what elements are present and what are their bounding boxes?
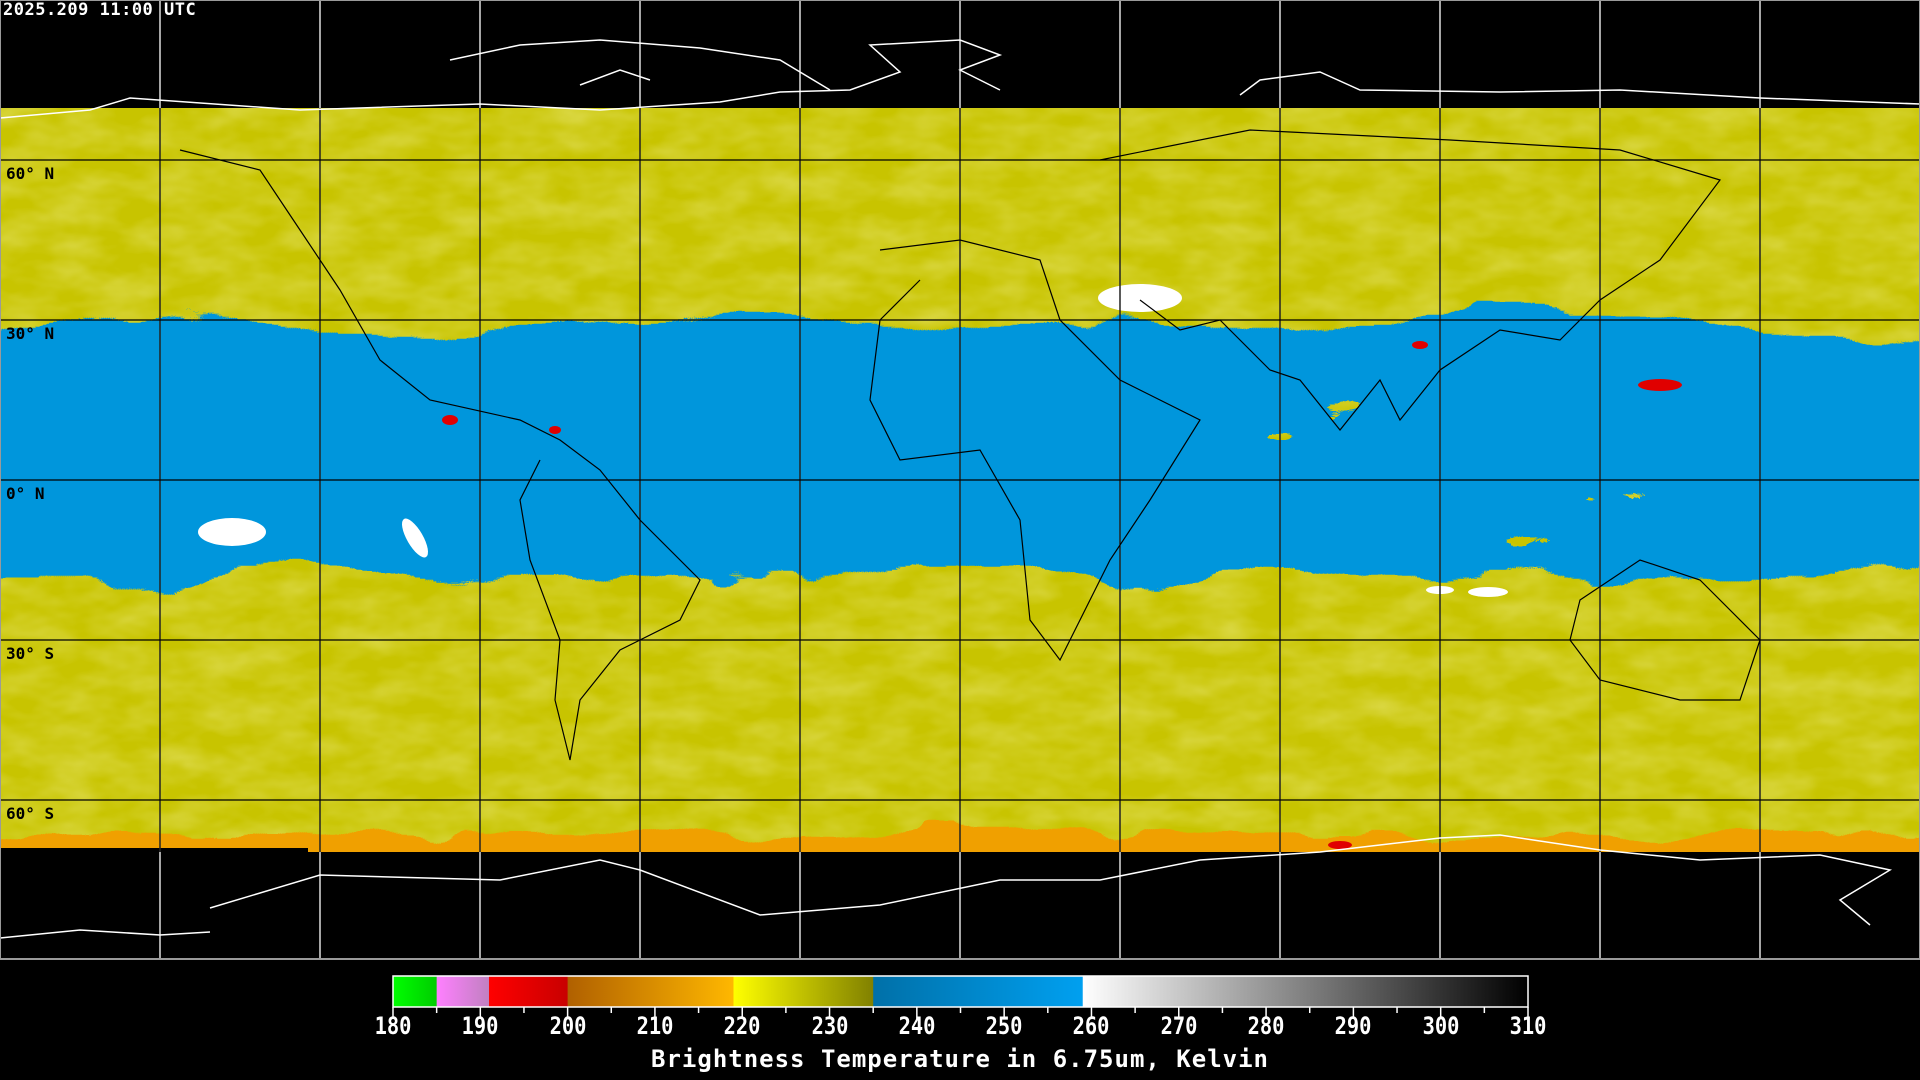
graticule: [0, 108, 1920, 852]
continent-coastlines: [179, 129, 1761, 761]
colorbar-tick-label: 230: [811, 1012, 848, 1040]
colorbar-tick-label: 210: [636, 1012, 674, 1040]
colorbar-tick-label: 200: [549, 1012, 587, 1040]
colorbar-tick-label: 300: [1422, 1012, 1460, 1040]
colorbar-tick-label: 280: [1247, 1012, 1285, 1040]
dry-warm-regions: [198, 284, 1508, 597]
lat-label-0n: 0° N: [6, 484, 45, 503]
colorbar-tick-label: 190: [461, 1012, 499, 1040]
colorbar-segment: [436, 976, 490, 1007]
timestamp: 2025.209 11:00 UTC: [3, 0, 197, 20]
colorbar-segment: [873, 976, 1084, 1007]
colorbar-title: Brightness Temperature in 6.75um, Kelvin: [651, 1045, 1269, 1073]
lat-label-60n: 60° N: [6, 164, 55, 183]
colorbar-segment: [1082, 976, 1529, 1007]
colorbar-segment: [393, 976, 438, 1007]
satellite-map: 2025.209 11:00 UTC 60° N 30° N 0° N 30° …: [0, 0, 1920, 960]
colorbar-legend: 180 190 200 210 220 230 240 250 260 270 280 290 300 3…: [0, 960, 1920, 1080]
colorbar-segment: [489, 976, 569, 1007]
lat-label-30n: 30° N: [6, 324, 55, 343]
colorbar-tick-label: 240: [898, 1012, 936, 1040]
lat-label-60s: 60° S: [6, 804, 55, 823]
colorbar: [392, 975, 1529, 1019]
colorbar-segment: [733, 976, 874, 1007]
water-vapor-image: [0, 0, 1920, 960]
colorbar-tick-label: 270: [1160, 1012, 1198, 1040]
colorbar-segment: [567, 976, 734, 1007]
colorbar-tick-label: 250: [985, 1012, 1023, 1040]
polar-coastlines: [0, 39, 1920, 939]
colorbar-tick-label: 180: [374, 1012, 412, 1040]
lat-label-30s: 30° S: [6, 644, 55, 663]
colorbar-tick-label: 260: [1073, 1012, 1110, 1040]
coldest-cloud-tops: [442, 341, 1682, 849]
colorbar-tick-label: 290: [1334, 1012, 1372, 1040]
colorbar-tick-label: 310: [1509, 1012, 1547, 1040]
colorbar-tick-label: 220: [723, 1012, 761, 1040]
